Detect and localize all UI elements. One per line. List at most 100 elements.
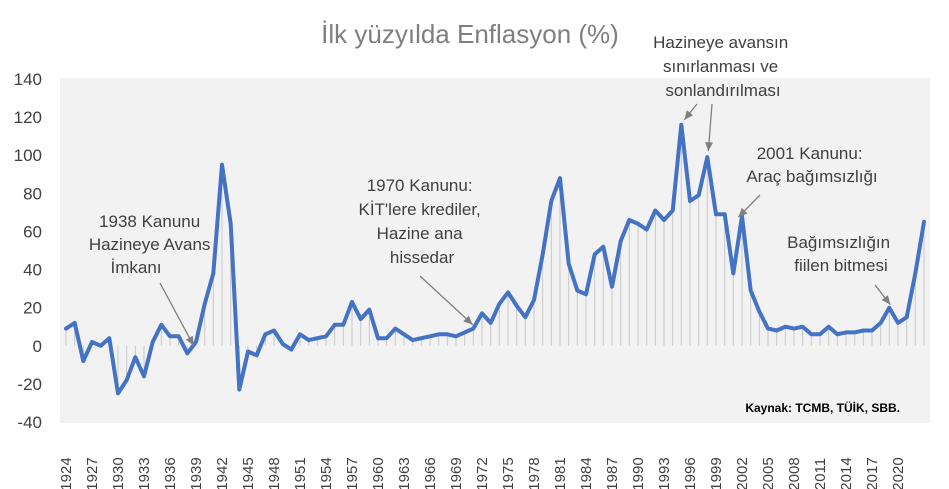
data-point (298, 332, 302, 336)
x-tick-label: 1978 (526, 457, 543, 489)
annotation-arrows (159, 103, 891, 346)
data-point (99, 344, 103, 348)
y-axis: 140 120 100 80 60 40 20 0 -20 -40 (14, 70, 42, 432)
x-tick-label: 2008 (786, 457, 803, 489)
arrow-head (881, 295, 891, 305)
data-point (107, 336, 111, 340)
svg-text:2001 Kanunu: Araç bağıms: 2001 Kanunu: Araç bağımsızlığı (746, 144, 877, 186)
data-point (749, 289, 753, 293)
x-tick-label: 1984 (578, 457, 595, 489)
data-point (437, 332, 441, 336)
data-point (90, 340, 94, 344)
data-point (532, 298, 536, 302)
data-point (185, 351, 189, 355)
x-tick-label: 1939 (188, 457, 205, 489)
data-point (419, 336, 423, 340)
data-point (506, 290, 510, 294)
annotation-avans-line-3: sonlandırılması (665, 81, 780, 100)
data-point (541, 252, 545, 256)
data-point (905, 315, 909, 319)
x-tick-label: 1936 (162, 457, 179, 489)
y-tick-label: 120 (14, 108, 42, 127)
data-point (168, 334, 172, 338)
plot-area (60, 78, 930, 423)
data-point (480, 311, 484, 315)
data-point (393, 327, 397, 331)
data-point (913, 271, 917, 275)
data-point (801, 325, 805, 329)
data-point (697, 193, 701, 197)
arrow-line (159, 282, 195, 346)
data-point (324, 334, 328, 338)
arrow-head (738, 207, 748, 218)
x-tick-label: 1993 (656, 457, 673, 489)
data-point (81, 359, 85, 363)
data-point (896, 321, 900, 325)
annotation-1970-line-3: Hazine ana (377, 224, 464, 243)
x-tick-label: 1945 (240, 457, 257, 489)
data-point (818, 332, 822, 336)
data-point (237, 388, 241, 392)
data-point (645, 228, 649, 232)
data-point (766, 327, 770, 331)
data-point (289, 348, 293, 352)
y-tick-label: 20 (23, 299, 42, 318)
annotation-1970-line-2: KİT'lere krediler, (358, 200, 480, 219)
data-point (350, 300, 354, 304)
source-note: Kaynak: TCMB, TÜİK, SBB. (745, 400, 900, 415)
data-point (662, 218, 666, 222)
data-point (515, 304, 519, 308)
data-point (549, 199, 553, 203)
arrow-head (705, 141, 714, 152)
annotation-avans-line-2: sınırlanması ve (663, 57, 778, 76)
x-tick-label: 2017 (864, 457, 881, 489)
data-point (671, 208, 675, 212)
x-tick-label: 1948 (266, 457, 283, 489)
x-tick-label: 1981 (552, 457, 569, 489)
annotation-bagimsizlik-line-2: fiilen bitmesi (794, 256, 888, 275)
data-point (783, 325, 787, 329)
data-point (636, 222, 640, 226)
data-point (731, 271, 735, 275)
x-tick-label: 1969 (448, 457, 465, 489)
x-tick-label: 1975 (500, 457, 517, 489)
annotation-2001: 2001 Kanunu: Araç bağımsızlığı (746, 144, 877, 186)
data-point (263, 332, 267, 336)
x-tick-label: 1942 (214, 457, 231, 489)
data-point (411, 338, 415, 342)
data-point (792, 327, 796, 331)
x-axis: 1924 1927 1930 1933 1936 1939 1942 1945 1948 1951… (58, 457, 907, 489)
inflation-line (64, 122, 926, 396)
annotation-bagimsizlik-line-1: Bağımsızlığın (787, 233, 890, 252)
data-point (558, 176, 562, 180)
y-tick-label: -40 (17, 413, 42, 432)
data-point (723, 212, 727, 216)
data-point (870, 329, 874, 333)
data-point (471, 327, 475, 331)
data-point (341, 323, 345, 327)
data-point (454, 334, 458, 338)
annotation-2001-line-1: 2001 Kanunu: (757, 144, 863, 163)
data-points (64, 123, 926, 395)
data-point (879, 321, 883, 325)
data-point (194, 340, 198, 344)
y-tick-label: 100 (14, 146, 42, 165)
annotation-1938-line-3: İmkanı (110, 258, 161, 277)
x-tick-label: 1933 (136, 457, 153, 489)
arrow-head (684, 110, 694, 120)
data-point (601, 245, 605, 249)
annotation-1938: 1938 Kanunu Hazineye Avans İmkanı (89, 212, 211, 277)
y-tick-label: 0 (33, 337, 42, 356)
data-point (64, 327, 68, 331)
data-point (211, 271, 215, 275)
data-point (497, 302, 501, 306)
x-tick-label: 1957 (344, 457, 361, 489)
svg-text:Hazineye avansın sınırla: Hazineye avansın sınırlanması ve sonland… (653, 33, 793, 100)
data-point (714, 212, 718, 216)
x-tick-label: 2014 (838, 457, 855, 489)
data-point (73, 321, 77, 325)
annotation-1938-line-2: Hazineye Avans (89, 235, 211, 254)
x-tick-label: 2002 (734, 457, 751, 489)
data-point (428, 334, 432, 338)
